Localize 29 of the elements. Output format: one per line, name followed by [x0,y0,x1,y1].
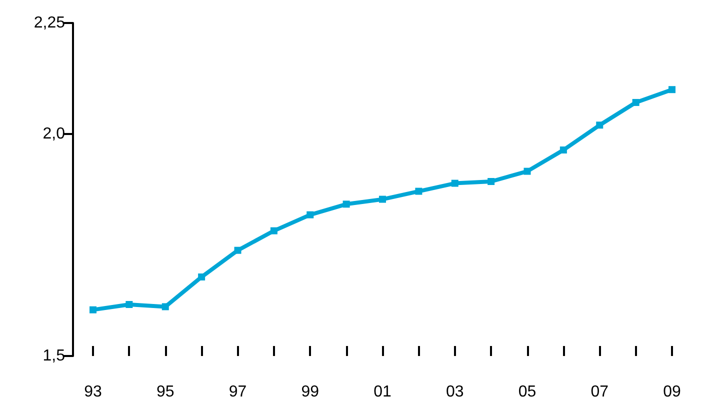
x-tick-label: 03 [446,384,464,400]
point [596,122,604,129]
point [198,273,206,280]
point [379,196,386,203]
point [668,86,676,94]
x-tick-label: 01 [374,384,392,400]
x-tick-label: 93 [84,384,102,400]
point [90,306,96,314]
x-tick-label: 99 [301,384,320,400]
y-tick-label: 2,0 [42,126,66,142]
x-tick-label: 09 [663,384,681,400]
point [162,303,169,310]
y-tick-label: 1,5 [42,348,66,364]
point [306,211,314,218]
point [524,168,531,175]
point [415,188,422,195]
point [126,300,133,308]
point [488,178,495,186]
x-tick-label: 07 [590,384,609,400]
x-tick-label: 95 [156,384,174,400]
x-tick-label: 97 [228,384,247,400]
y-tick-label: 2,25 [34,14,66,32]
point [342,200,350,208]
point [270,227,278,234]
point [632,98,640,106]
point [234,246,242,254]
x-tick-label: 05 [518,384,536,400]
point [451,180,458,187]
point [560,146,567,154]
